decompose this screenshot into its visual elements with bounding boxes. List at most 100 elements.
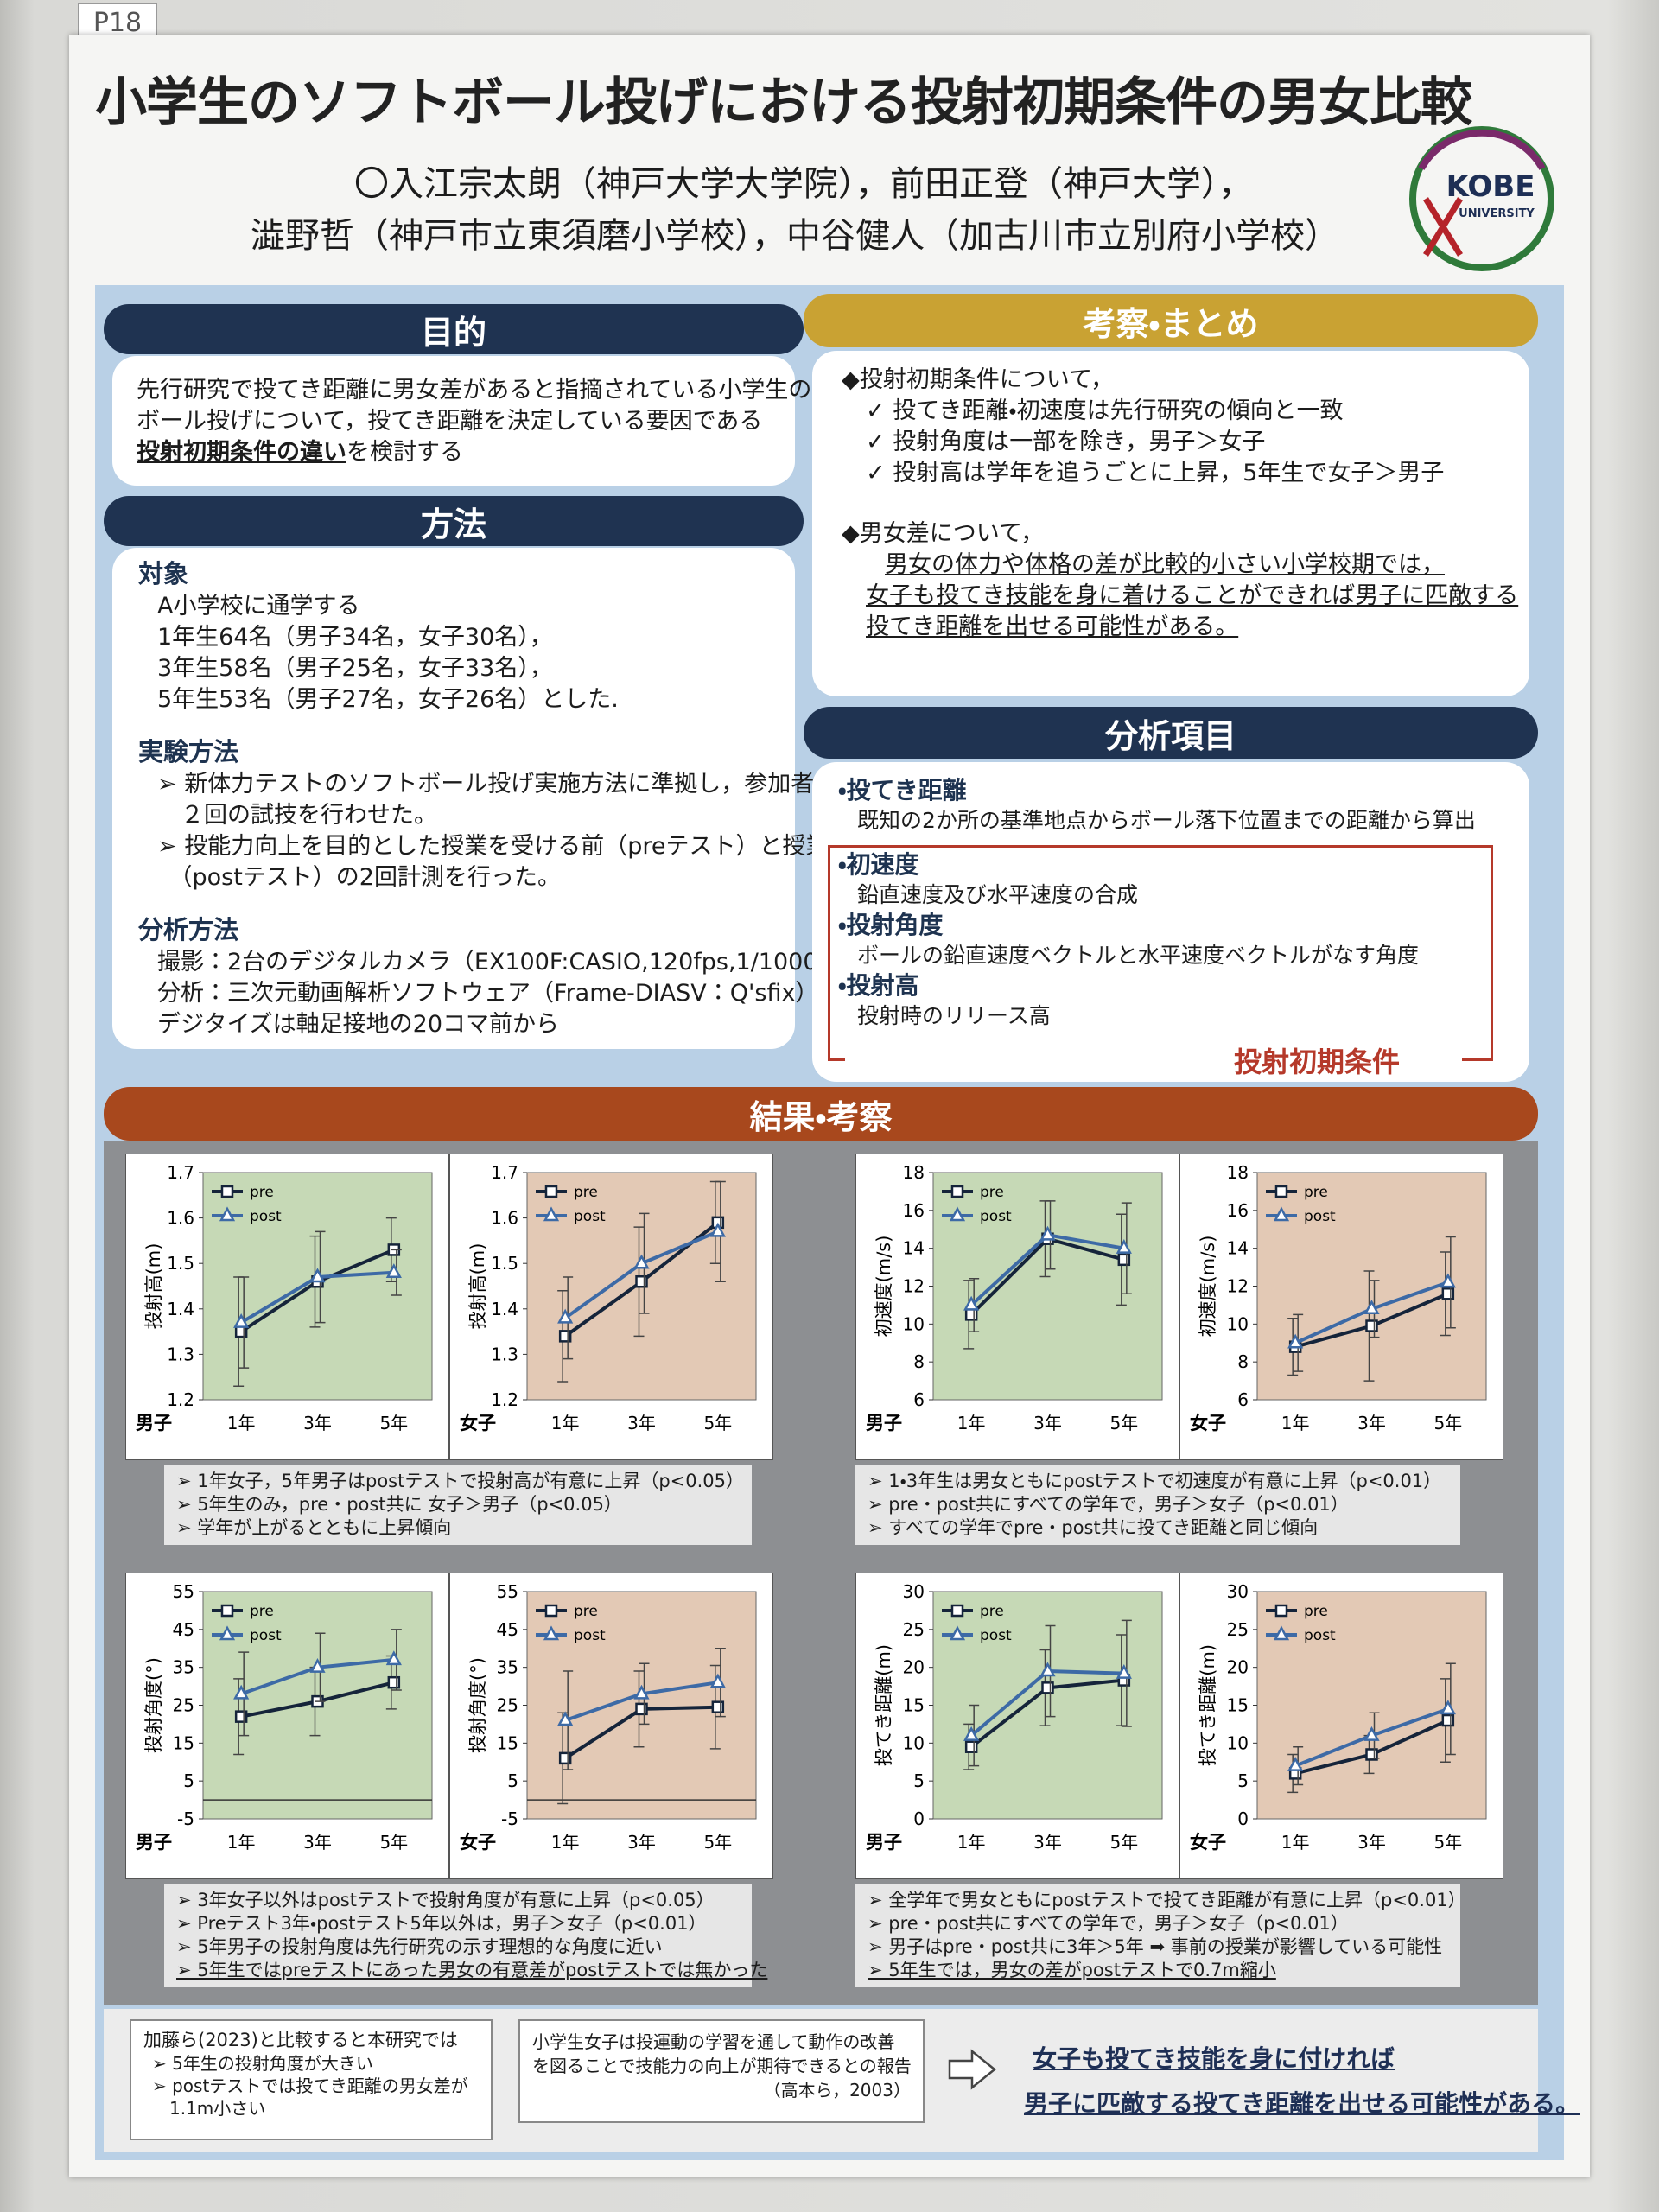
analysis-item-name: ・投てき距離: [838, 776, 967, 804]
y-tick-label: 1.5: [167, 1253, 194, 1274]
x-tick-label: 5年: [1109, 1832, 1138, 1853]
data-point: [557, 1308, 574, 1324]
x-tick-label: 3年: [1033, 1832, 1062, 1853]
y-tick-label: 8: [913, 1351, 925, 1372]
y-tick-label: 6: [1237, 1389, 1249, 1410]
y-tick-label: 20: [1227, 1657, 1249, 1678]
legend-label: pre: [980, 1184, 1004, 1201]
legend-marker: [1274, 1604, 1288, 1618]
data-point: [709, 1222, 726, 1237]
plot-area: [1256, 1591, 1487, 1820]
x-tick-label: 1年: [551, 1413, 580, 1433]
legend-label: post: [1304, 1208, 1336, 1225]
section-heading: 方法: [104, 496, 804, 546]
comparison-item: ➢ 5年生の投射角度が大きい: [152, 2053, 373, 2074]
plot-area: [932, 1172, 1163, 1401]
x-tick-label: 1年: [957, 1832, 986, 1853]
purpose-text: 先行研究で投てき距離に男女差があると指摘されている小学生の: [137, 377, 812, 404]
note-item: ➢ 5年生のみ，pre・post共に 女子＞男子（p<0.05）: [176, 1494, 622, 1515]
data-point: [309, 1268, 326, 1283]
y-axis-label: 投射角度(°): [467, 1657, 488, 1753]
x-tick-label: 1年: [1281, 1413, 1310, 1433]
y-tick-label: 5: [183, 1770, 194, 1791]
data-point: [709, 1673, 726, 1688]
result-note: ➢ 3年女子以外はpostテストで投射角度が有意に上昇（p<0.05） ➢ Pre…: [164, 1884, 767, 1987]
legend-marker: [949, 1625, 966, 1641]
data-point: [558, 1751, 572, 1765]
data-point: [1039, 1662, 1056, 1677]
x-tick-label: 1年: [227, 1832, 256, 1853]
arrow-shape: [948, 2049, 996, 2090]
data-point: [1365, 1319, 1378, 1332]
y-tick-label: 5: [913, 1770, 925, 1791]
note-item: ➢ Preテスト3年・postテスト5年以外は，男子＞女子（p<0.01）: [176, 1913, 707, 1934]
x-tick-label: 5年: [1109, 1413, 1138, 1433]
data-point: [711, 1700, 725, 1713]
y-tick-label: -5: [501, 1808, 518, 1829]
data-point: [633, 1254, 650, 1269]
legend-label: pre: [980, 1603, 1004, 1620]
y-axis-label: 投射角度(°): [143, 1657, 164, 1753]
data-point: [963, 1295, 980, 1311]
authors: 澁野哲（神戸市立東須磨小学校），中谷健人（加古川市立別府小学校）: [251, 216, 1339, 256]
method-box: 対象 A小学校に通学する 1年生64名（男子34名，女子30名）， 3年生58名（男子…: [112, 548, 885, 1049]
data-point: [964, 1740, 978, 1753]
data-point: [1441, 1287, 1455, 1300]
data-point: [1117, 1253, 1131, 1267]
y-tick-label: 25: [1227, 1619, 1249, 1640]
method-text: ➢ 新体力テストのソフトボール投げ実施方法に準拠し，参加者全員に: [157, 771, 885, 798]
x-tick-label: 1年: [1281, 1832, 1310, 1853]
legend-label: pre: [250, 1603, 274, 1620]
body-panel: 目的 先行研究で投てき距離に男女差があると指摘されている小学生の ボール投げについて…: [95, 285, 1580, 2160]
note-item: ➢ 5年男子の投射角度は先行研究の示す理想的な角度に近い: [176, 1936, 663, 1957]
data-point: [1287, 1333, 1304, 1349]
analysis-item-name: ・初速度: [838, 850, 919, 879]
x-tick-label: 3年: [627, 1413, 656, 1433]
y-tick-label: 14: [1227, 1238, 1249, 1259]
legend-marker: [950, 1604, 964, 1618]
discussion-check: ✓ 投てき距離・初速度は先行研究の傾向と一致: [866, 397, 1344, 424]
data-point: [1363, 1726, 1380, 1741]
conclusion: 女子も投てき技能を身に付ければ: [1033, 2044, 1395, 2073]
legend-label: pre: [1304, 1184, 1328, 1201]
y-axis-label: 投射高(m): [467, 1243, 488, 1330]
result-note: ➢ 全学年で男女ともにpostテストで投てき距離が有意に上昇（p<0.01） ➢ …: [855, 1884, 1466, 1987]
chart: 6 8 10 12 14 16 18 1年 3年 5年 男子 初速度(m/s) pre post: [855, 1154, 1179, 1460]
data-point: [557, 1711, 574, 1726]
analysis-box: 投射初期条件 ・投てき距離 既知の2か所の基準地点からボール落下位置までの距離から算…: [812, 762, 1529, 1082]
discussion-conclusion: 投てき距離を出せる可能性がある。: [866, 613, 1239, 640]
y-tick-label: 1.7: [491, 1162, 518, 1183]
method-text: （postテスト）の2回計測を行った。: [157, 864, 561, 891]
x-tick-label: 5年: [379, 1832, 408, 1853]
poster: 小学生のソフトボール投げにおける投射初期条件の男女比較 〇入江宗太朗（神戸大学大学…: [69, 35, 1590, 2177]
discussion-check: ✓ 投射高は学年を追うごとに上昇，5年生で女子＞男子: [866, 460, 1445, 486]
y-tick-label: 55: [173, 1581, 194, 1602]
y-tick-label: 18: [1227, 1162, 1249, 1183]
y-tick-label: 1.5: [491, 1253, 518, 1274]
method-text: デジタイズは軸足接地の20コマ前から: [157, 1011, 560, 1038]
legend-label: post: [1304, 1627, 1336, 1644]
legend-label: pre: [250, 1184, 274, 1201]
y-tick-label: 14: [903, 1238, 925, 1259]
note-item: ➢ 3年女子以外はpostテストで投射角度が有意に上昇（p<0.05）: [176, 1890, 715, 1910]
legend-marker: [544, 1604, 558, 1618]
legend-label: post: [574, 1627, 606, 1644]
comparison-title: 加藤ら(2023)と比較すると本研究では: [143, 2030, 458, 2050]
y-tick-label: 12: [1227, 1276, 1249, 1297]
y-tick-label: 0: [913, 1808, 925, 1829]
purpose-box: 先行研究で投てき距離に男女差があると指摘されている小学生の ボール投げについて，投…: [112, 356, 812, 486]
method-text: 撮影：2台のデジタルカメラ（EX100F:CASIO,120fps,1/1000…: [157, 949, 842, 976]
method-text: 1年生64名（男子34名，女子30名），: [157, 624, 553, 651]
y-tick-label: 25: [173, 1695, 194, 1716]
discussion-conclusion: 女子も投てき技能を身に着けることができれば男子に匹敵する: [866, 582, 1519, 609]
chart: -5 5 15 25 35 45 55 1年 3年 5年 男子 投射角度(°) pre post: [125, 1573, 449, 1879]
note-item: ➢ 全学年で男女ともにpostテストで投てき距離が有意に上昇（p<0.01）: [868, 1890, 1466, 1910]
y-tick-label: 1.4: [491, 1299, 518, 1319]
analysis-item-name: ・投射高: [838, 971, 919, 1000]
data-point: [1440, 1700, 1456, 1715]
method-text: 分析：三次元動画解析ソフトウェア（Frame-DIASⅤ：Q'sfix）: [157, 980, 819, 1007]
report-citation: （高本ら，2003）: [763, 2080, 911, 2101]
note-item: ➢ pre・post共にすべての学年で，男子＞女子（p<0.01）: [868, 1494, 1349, 1515]
data-point: [1441, 1713, 1455, 1727]
legend-label: post: [574, 1208, 606, 1225]
